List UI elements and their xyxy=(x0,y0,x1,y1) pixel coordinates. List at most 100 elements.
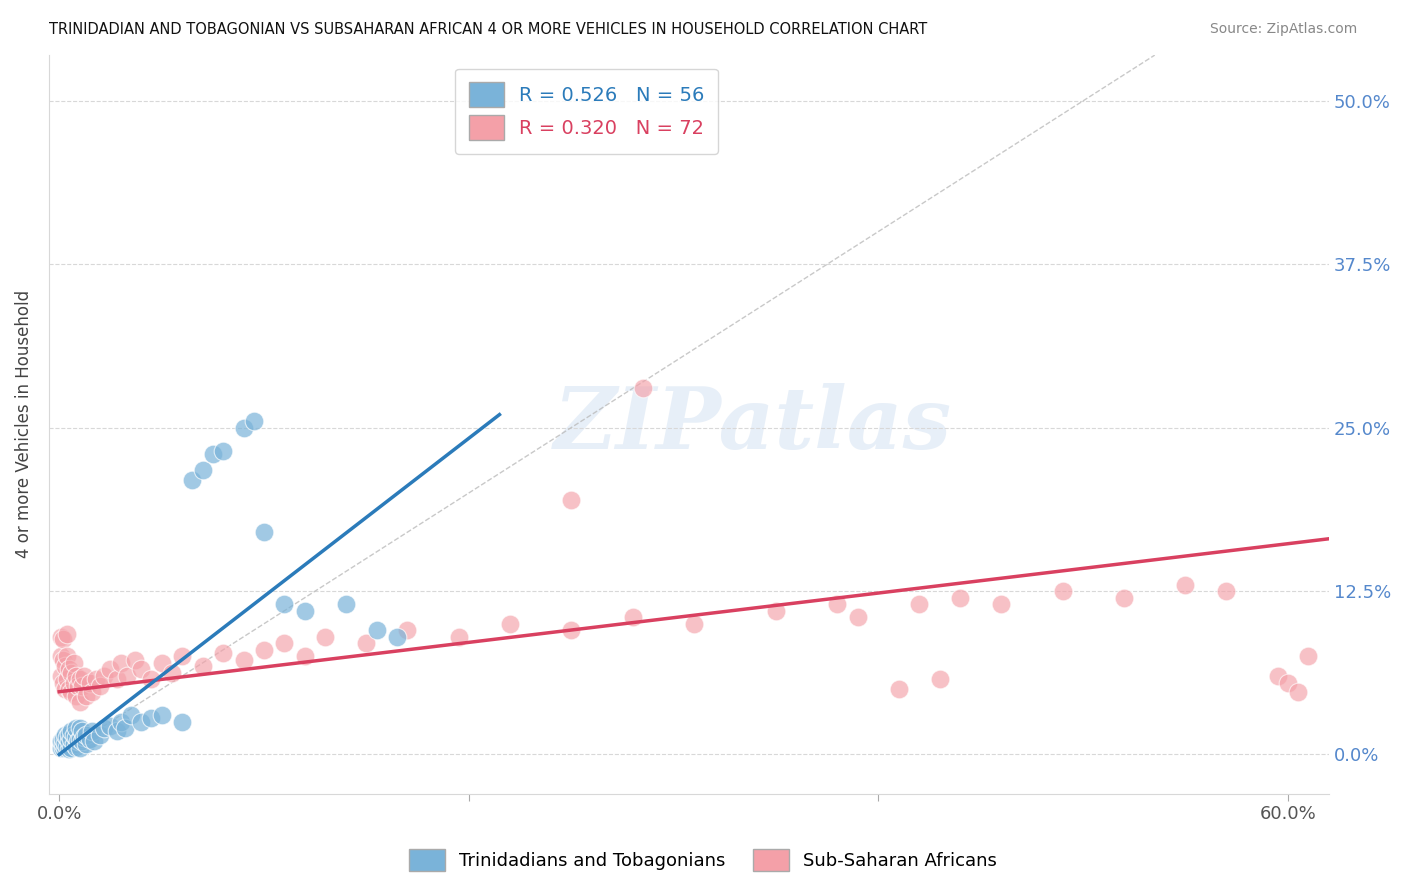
Point xyxy=(56,627,79,641)
Point xyxy=(60,723,83,738)
Point xyxy=(53,740,76,755)
Point xyxy=(51,669,73,683)
Point xyxy=(105,672,128,686)
Point xyxy=(70,723,93,738)
Point xyxy=(242,414,264,428)
Point xyxy=(1286,684,1309,698)
Point xyxy=(1112,591,1135,605)
Point xyxy=(191,462,214,476)
Point xyxy=(115,669,138,683)
Point xyxy=(80,684,103,698)
Point xyxy=(75,728,97,742)
Point xyxy=(335,597,357,611)
Point xyxy=(56,649,79,664)
Point xyxy=(631,381,654,395)
Point xyxy=(141,711,163,725)
Point xyxy=(93,669,115,683)
Point xyxy=(73,731,96,745)
Point xyxy=(294,649,316,664)
Point xyxy=(62,656,84,670)
Point xyxy=(58,682,80,697)
Text: Source: ZipAtlas.com: Source: ZipAtlas.com xyxy=(1209,22,1357,37)
Point xyxy=(69,672,91,686)
Point xyxy=(120,708,142,723)
Point xyxy=(60,731,83,746)
Point xyxy=(89,680,111,694)
Point xyxy=(129,714,152,729)
Point xyxy=(273,597,295,611)
Point xyxy=(1298,649,1320,664)
Point xyxy=(89,728,111,742)
Point xyxy=(385,630,408,644)
Point xyxy=(396,624,419,638)
Point xyxy=(73,669,96,683)
Point xyxy=(114,721,136,735)
Point xyxy=(765,604,787,618)
Point xyxy=(949,591,972,605)
Point xyxy=(141,672,163,686)
Point xyxy=(69,731,91,746)
Point xyxy=(232,653,254,667)
Point xyxy=(160,666,183,681)
Point xyxy=(52,632,75,647)
Point xyxy=(201,447,224,461)
Point xyxy=(75,689,97,703)
Point xyxy=(93,721,115,735)
Point xyxy=(100,719,122,733)
Point xyxy=(887,682,910,697)
Point xyxy=(65,739,87,754)
Point xyxy=(908,597,931,611)
Point xyxy=(83,734,105,748)
Point xyxy=(60,740,83,755)
Point xyxy=(560,624,582,638)
Point xyxy=(52,731,75,746)
Point xyxy=(129,663,152,677)
Point xyxy=(366,624,388,638)
Point xyxy=(110,656,132,670)
Point xyxy=(212,646,235,660)
Point xyxy=(683,616,706,631)
Point xyxy=(1052,584,1074,599)
Point xyxy=(53,658,76,673)
Point xyxy=(621,610,644,624)
Point xyxy=(65,721,87,735)
Point xyxy=(51,649,73,664)
Point xyxy=(170,649,193,664)
Point xyxy=(253,643,276,657)
Point xyxy=(66,680,89,694)
Point xyxy=(70,680,93,694)
Point xyxy=(170,714,193,729)
Point xyxy=(52,675,75,690)
Point xyxy=(273,636,295,650)
Point xyxy=(846,610,869,624)
Point xyxy=(56,731,79,745)
Point xyxy=(52,740,75,755)
Point xyxy=(499,616,522,631)
Point xyxy=(65,731,87,745)
Point xyxy=(447,630,470,644)
Point xyxy=(62,737,84,751)
Point xyxy=(51,734,73,748)
Point xyxy=(990,597,1012,611)
Point xyxy=(84,672,107,686)
Point xyxy=(52,653,75,667)
Point xyxy=(62,675,84,690)
Point xyxy=(56,672,79,686)
Point xyxy=(356,636,378,650)
Point xyxy=(66,734,89,748)
Point xyxy=(110,714,132,729)
Point xyxy=(69,695,91,709)
Point xyxy=(124,653,146,667)
Point xyxy=(80,723,103,738)
Point xyxy=(65,689,87,703)
Point xyxy=(1277,675,1299,690)
Point xyxy=(58,734,80,748)
Point xyxy=(58,663,80,677)
Point xyxy=(60,666,83,681)
Point xyxy=(53,682,76,697)
Point xyxy=(212,444,235,458)
Point xyxy=(827,597,849,611)
Point xyxy=(928,672,950,686)
Point xyxy=(60,684,83,698)
Point xyxy=(69,721,91,735)
